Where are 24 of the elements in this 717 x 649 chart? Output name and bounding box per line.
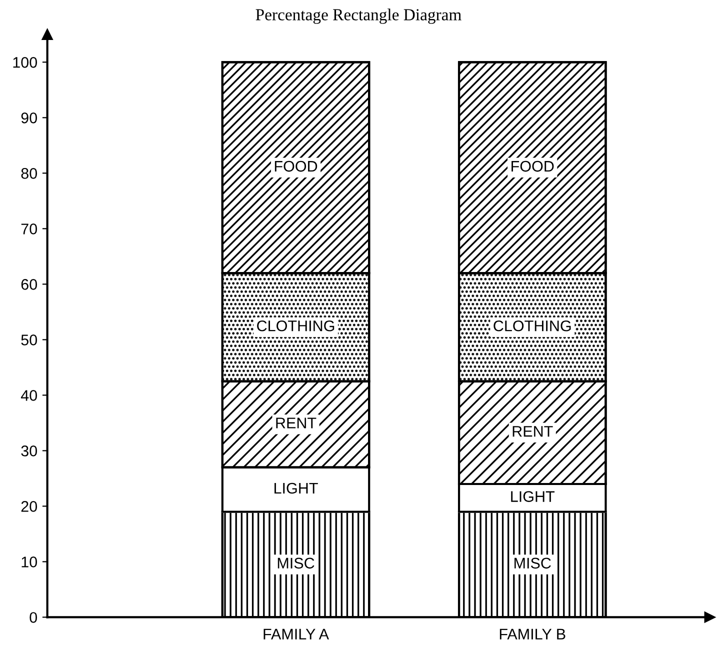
text: MISC xyxy=(514,558,551,569)
text: RENT xyxy=(512,426,553,437)
chart-title: Percentage Rectangle Diagram xyxy=(256,8,462,24)
y-tick-label: 0 xyxy=(30,612,38,623)
y-tick-label: 90 xyxy=(21,112,38,124)
text: LIGHT xyxy=(274,482,318,494)
series-label: FOOD xyxy=(274,160,318,172)
y-tick-label: 20 xyxy=(21,501,38,512)
series-label: MISC xyxy=(278,558,314,569)
y-tick-label: 50 xyxy=(21,334,38,346)
y-tick-label: 30 xyxy=(21,446,38,456)
series-label: CLOTHING xyxy=(257,320,334,332)
y-tick-label: 40 xyxy=(20,390,38,401)
y-tick-label: 70 xyxy=(21,224,38,234)
series-label: RENT xyxy=(276,418,316,428)
y-tick-label: 80 xyxy=(21,168,38,179)
x-tick-label: FAMILY A xyxy=(264,628,330,640)
y-tick-label: 60 xyxy=(21,279,38,290)
series-label: LIGHT xyxy=(511,491,555,502)
y-tick-label: 10 xyxy=(22,556,38,568)
y-tick-label: 100 xyxy=(13,57,38,68)
x-tick-label: FAMILY B xyxy=(500,628,566,640)
text: CLOTHING xyxy=(494,320,571,332)
text: FOOD xyxy=(512,160,554,172)
